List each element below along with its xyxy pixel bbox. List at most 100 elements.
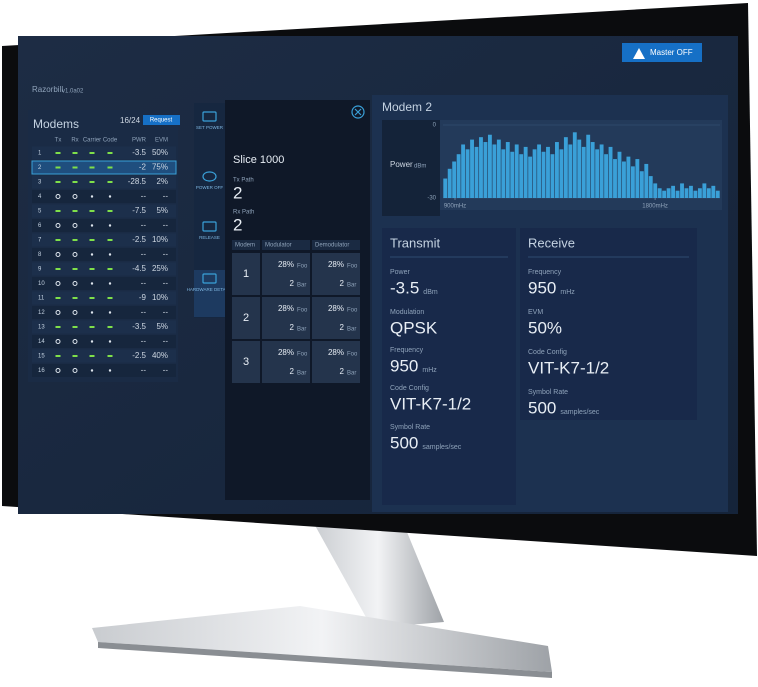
status-on xyxy=(72,297,78,299)
status-idle xyxy=(90,369,94,372)
tool-label[interactable]: SET POWER xyxy=(196,125,224,130)
row-number: 1 xyxy=(38,151,42,157)
modem-row[interactable] xyxy=(32,233,176,247)
status-off xyxy=(72,310,78,315)
row-number: 9 xyxy=(38,267,42,273)
evm: 5% xyxy=(156,322,168,331)
modem-row[interactable] xyxy=(32,219,176,232)
status-idle xyxy=(108,311,112,314)
field-value: QPSK xyxy=(390,318,438,337)
status-on xyxy=(55,355,61,357)
status-on xyxy=(107,152,113,154)
pwr: -2.5 xyxy=(132,235,146,244)
y-unit: dBm xyxy=(414,164,426,170)
app-version: v1.0a02 xyxy=(62,89,84,95)
status-on xyxy=(107,268,113,270)
field-label: Code Config xyxy=(528,349,567,356)
modem-cell xyxy=(232,297,260,339)
evm: -- xyxy=(163,337,169,346)
modem-row[interactable] xyxy=(32,306,176,319)
bar xyxy=(604,154,609,198)
modem-number: 2 xyxy=(243,312,249,324)
pwr: -3.5 xyxy=(132,322,146,331)
status-on xyxy=(55,297,61,299)
modem-row[interactable] xyxy=(32,335,176,348)
bar xyxy=(572,132,577,198)
field-label: Symbol Rate xyxy=(528,389,568,396)
column-header: EVM xyxy=(155,138,168,144)
bar xyxy=(581,146,586,198)
modem-row[interactable] xyxy=(32,190,176,203)
modems-count: 16/24 xyxy=(120,116,141,125)
status-on xyxy=(89,355,95,357)
row-number: 2 xyxy=(38,165,42,171)
field-label: EVM xyxy=(528,309,543,316)
modem-row[interactable] xyxy=(32,320,176,334)
modem-row[interactable] xyxy=(32,349,176,363)
modem-row[interactable] xyxy=(32,175,176,189)
modem-row[interactable] xyxy=(32,204,176,218)
cell-pct: 28% xyxy=(328,260,344,269)
cell-n: 2 xyxy=(340,367,345,376)
status-on xyxy=(72,268,78,270)
close-button[interactable] xyxy=(351,105,365,119)
bar xyxy=(697,188,702,198)
x-tick-label: 900mHz xyxy=(444,204,466,210)
transmit-title: Transmit xyxy=(390,235,440,250)
pwr: -- xyxy=(141,279,147,288)
status-on xyxy=(89,210,95,212)
cell-b: Bar xyxy=(297,327,306,333)
field-unit: samples/sec xyxy=(560,409,599,416)
pwr: -- xyxy=(141,192,147,201)
modulator-cell xyxy=(262,253,310,295)
modem-cell xyxy=(232,341,260,383)
bar xyxy=(479,137,483,198)
modem-row[interactable] xyxy=(31,160,177,175)
tool-label[interactable]: RELEASE xyxy=(199,235,220,240)
column-header: PWR xyxy=(132,138,147,144)
column-header: Rx xyxy=(71,138,78,144)
status-idle xyxy=(90,195,94,198)
bar xyxy=(447,168,452,198)
tool-icon xyxy=(202,111,217,122)
modem-cell xyxy=(232,253,260,295)
request-button[interactable] xyxy=(143,115,180,125)
modem-row[interactable] xyxy=(32,146,176,160)
bar xyxy=(671,185,676,198)
tool-icon xyxy=(202,273,217,284)
bar xyxy=(470,139,474,198)
row-number: 11 xyxy=(38,296,45,302)
tool-label[interactable]: POWER OFF xyxy=(196,185,223,190)
field-value: VIT-K7-1/2 xyxy=(390,394,471,413)
row-number: 5 xyxy=(38,209,42,215)
pwr: -2.5 xyxy=(132,351,146,360)
field-label: Frequency xyxy=(528,269,562,276)
tool-label[interactable]: HARDWARE DETAILS xyxy=(187,287,233,292)
bar xyxy=(613,159,617,198)
bar xyxy=(559,149,564,198)
cell-a: Foo xyxy=(297,264,308,270)
evm: 5% xyxy=(156,206,168,215)
modem-row[interactable] xyxy=(32,262,176,276)
cell-a: Foo xyxy=(297,308,308,314)
status-on xyxy=(107,326,113,328)
row-number: 13 xyxy=(38,325,45,331)
bar xyxy=(532,149,537,198)
bar xyxy=(706,188,711,198)
modem-row[interactable] xyxy=(32,291,176,305)
status-idle xyxy=(108,224,112,227)
status-off xyxy=(55,339,61,344)
modem-row[interactable] xyxy=(32,364,176,377)
evm: -- xyxy=(163,308,169,317)
status-on xyxy=(89,268,95,270)
bar xyxy=(563,137,568,198)
row-number: 14 xyxy=(38,339,45,345)
bar xyxy=(662,190,667,198)
status-off xyxy=(55,281,61,286)
evm: 75% xyxy=(152,163,168,172)
modem-row[interactable] xyxy=(32,277,176,290)
modem-number: 3 xyxy=(243,356,249,368)
modem-row[interactable] xyxy=(32,248,176,261)
bar xyxy=(554,142,559,198)
pwr: -9 xyxy=(139,293,147,302)
